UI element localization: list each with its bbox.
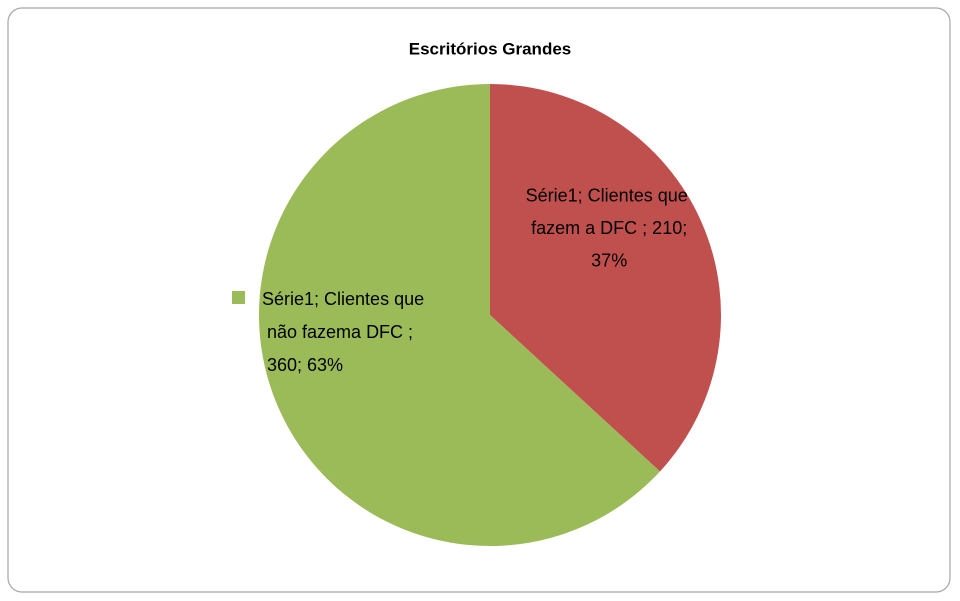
legend-key <box>232 291 245 304</box>
pie-slice <box>259 84 660 546</box>
chart-title: Escritórios Grandes <box>409 39 572 58</box>
pie-slice <box>490 84 722 472</box>
data-label: Série1; Clientes que não fazema DFC ; 36… <box>262 289 424 375</box>
data-label: Série1; Clientes que fazem a DFC ; 210; … <box>526 185 688 270</box>
